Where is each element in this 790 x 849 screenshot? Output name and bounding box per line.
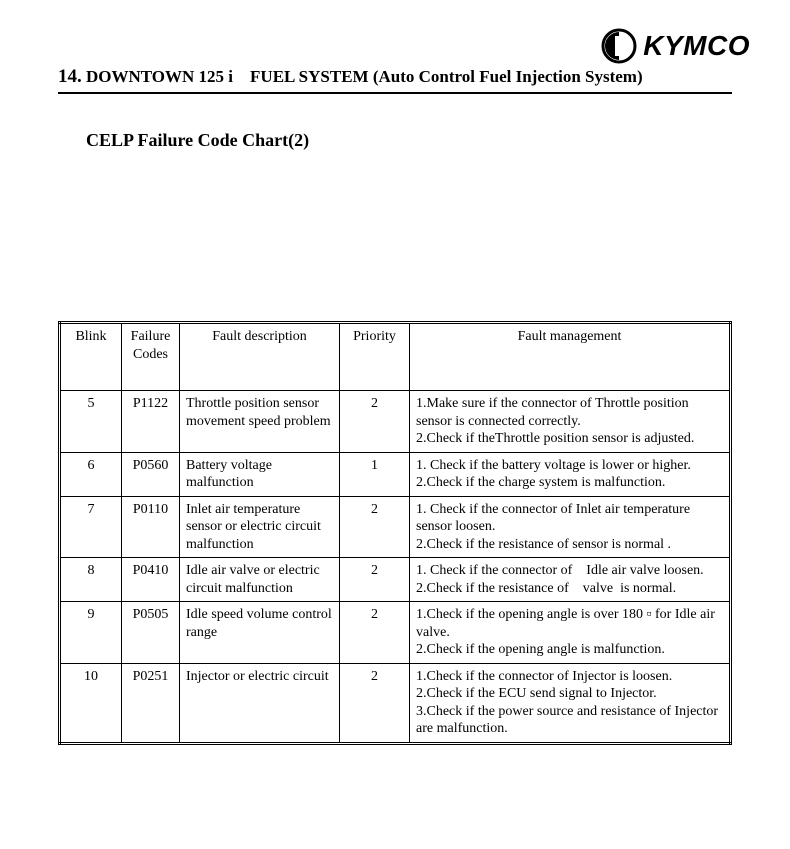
code-table-wrap: Blink Failure Codes Fault description Pr… — [58, 321, 732, 745]
heading-underline — [58, 92, 732, 94]
table-row: 8 P0410 Idle air valve or electric circu… — [60, 558, 731, 602]
cell-mgmt: 1. Check if the connector of Inlet air t… — [410, 496, 731, 558]
col-header-desc: Fault description — [180, 323, 340, 391]
cell-blink: 10 — [60, 663, 122, 743]
table-row: 7 P0110 Inlet air temperature sensor or … — [60, 496, 731, 558]
table-row: 9 P0505 Idle speed volume control range … — [60, 602, 731, 664]
chapter-title: DOWNTOWN 125 i FUEL SYSTEM (Auto Control… — [86, 67, 643, 86]
kymco-logo-icon — [601, 28, 637, 64]
col-header-blink: Blink — [60, 323, 122, 391]
col-header-priority: Priority — [340, 323, 410, 391]
cell-code: P0251 — [122, 663, 180, 743]
chapter-number: 14. — [58, 66, 82, 87]
table-row: 10 P0251 Injector or electric circuit 2 … — [60, 663, 731, 743]
cell-code: P1122 — [122, 391, 180, 453]
cell-priority: 2 — [340, 602, 410, 664]
cell-blink: 8 — [60, 558, 122, 602]
cell-priority: 2 — [340, 391, 410, 453]
cell-priority: 2 — [340, 558, 410, 602]
brand-logo: KYMCO — [601, 28, 750, 64]
section-title: CELP Failure Code Chart(2) — [86, 130, 760, 151]
cell-mgmt: 1.Check if the connector of Injector is … — [410, 663, 731, 743]
chapter-heading: 14. DOWNTOWN 125 i FUEL SYSTEM (Auto Con… — [30, 66, 760, 88]
cell-code: P0410 — [122, 558, 180, 602]
cell-code: P0110 — [122, 496, 180, 558]
cell-mgmt: 1.Make sure if the connector of Throttle… — [410, 391, 731, 453]
cell-desc: Battery voltage malfunction — [180, 452, 340, 496]
cell-desc: Idle air valve or electric circuit malfu… — [180, 558, 340, 602]
cell-priority: 2 — [340, 663, 410, 743]
cell-code: P0560 — [122, 452, 180, 496]
cell-desc: Inlet air temperature sensor or electric… — [180, 496, 340, 558]
cell-code: P0505 — [122, 602, 180, 664]
cell-blink: 9 — [60, 602, 122, 664]
cell-priority: 2 — [340, 496, 410, 558]
col-header-code: Failure Codes — [122, 323, 180, 391]
table-header-row: Blink Failure Codes Fault description Pr… — [60, 323, 731, 391]
table-body: 5 P1122 Throttle position sensor movemen… — [60, 391, 731, 744]
cell-mgmt: 1. Check if the battery voltage is lower… — [410, 452, 731, 496]
table-row: 6 P0560 Battery voltage malfunction 1 1.… — [60, 452, 731, 496]
cell-desc: Throttle position sensor movement speed … — [180, 391, 340, 453]
brand-name: KYMCO — [643, 30, 750, 62]
cell-mgmt: 1. Check if the connector of Idle air va… — [410, 558, 731, 602]
cell-desc: Injector or electric circuit — [180, 663, 340, 743]
cell-blink: 6 — [60, 452, 122, 496]
cell-priority: 1 — [340, 452, 410, 496]
cell-blink: 7 — [60, 496, 122, 558]
cell-mgmt: 1.Check if the opening angle is over 180… — [410, 602, 731, 664]
page: KYMCO 14. DOWNTOWN 125 i FUEL SYSTEM (Au… — [0, 0, 790, 849]
cell-desc: Idle speed volume control range — [180, 602, 340, 664]
table-row: 5 P1122 Throttle position sensor movemen… — [60, 391, 731, 453]
failure-code-table: Blink Failure Codes Fault description Pr… — [58, 321, 732, 745]
col-header-mgmt: Fault management — [410, 323, 731, 391]
cell-blink: 5 — [60, 391, 122, 453]
